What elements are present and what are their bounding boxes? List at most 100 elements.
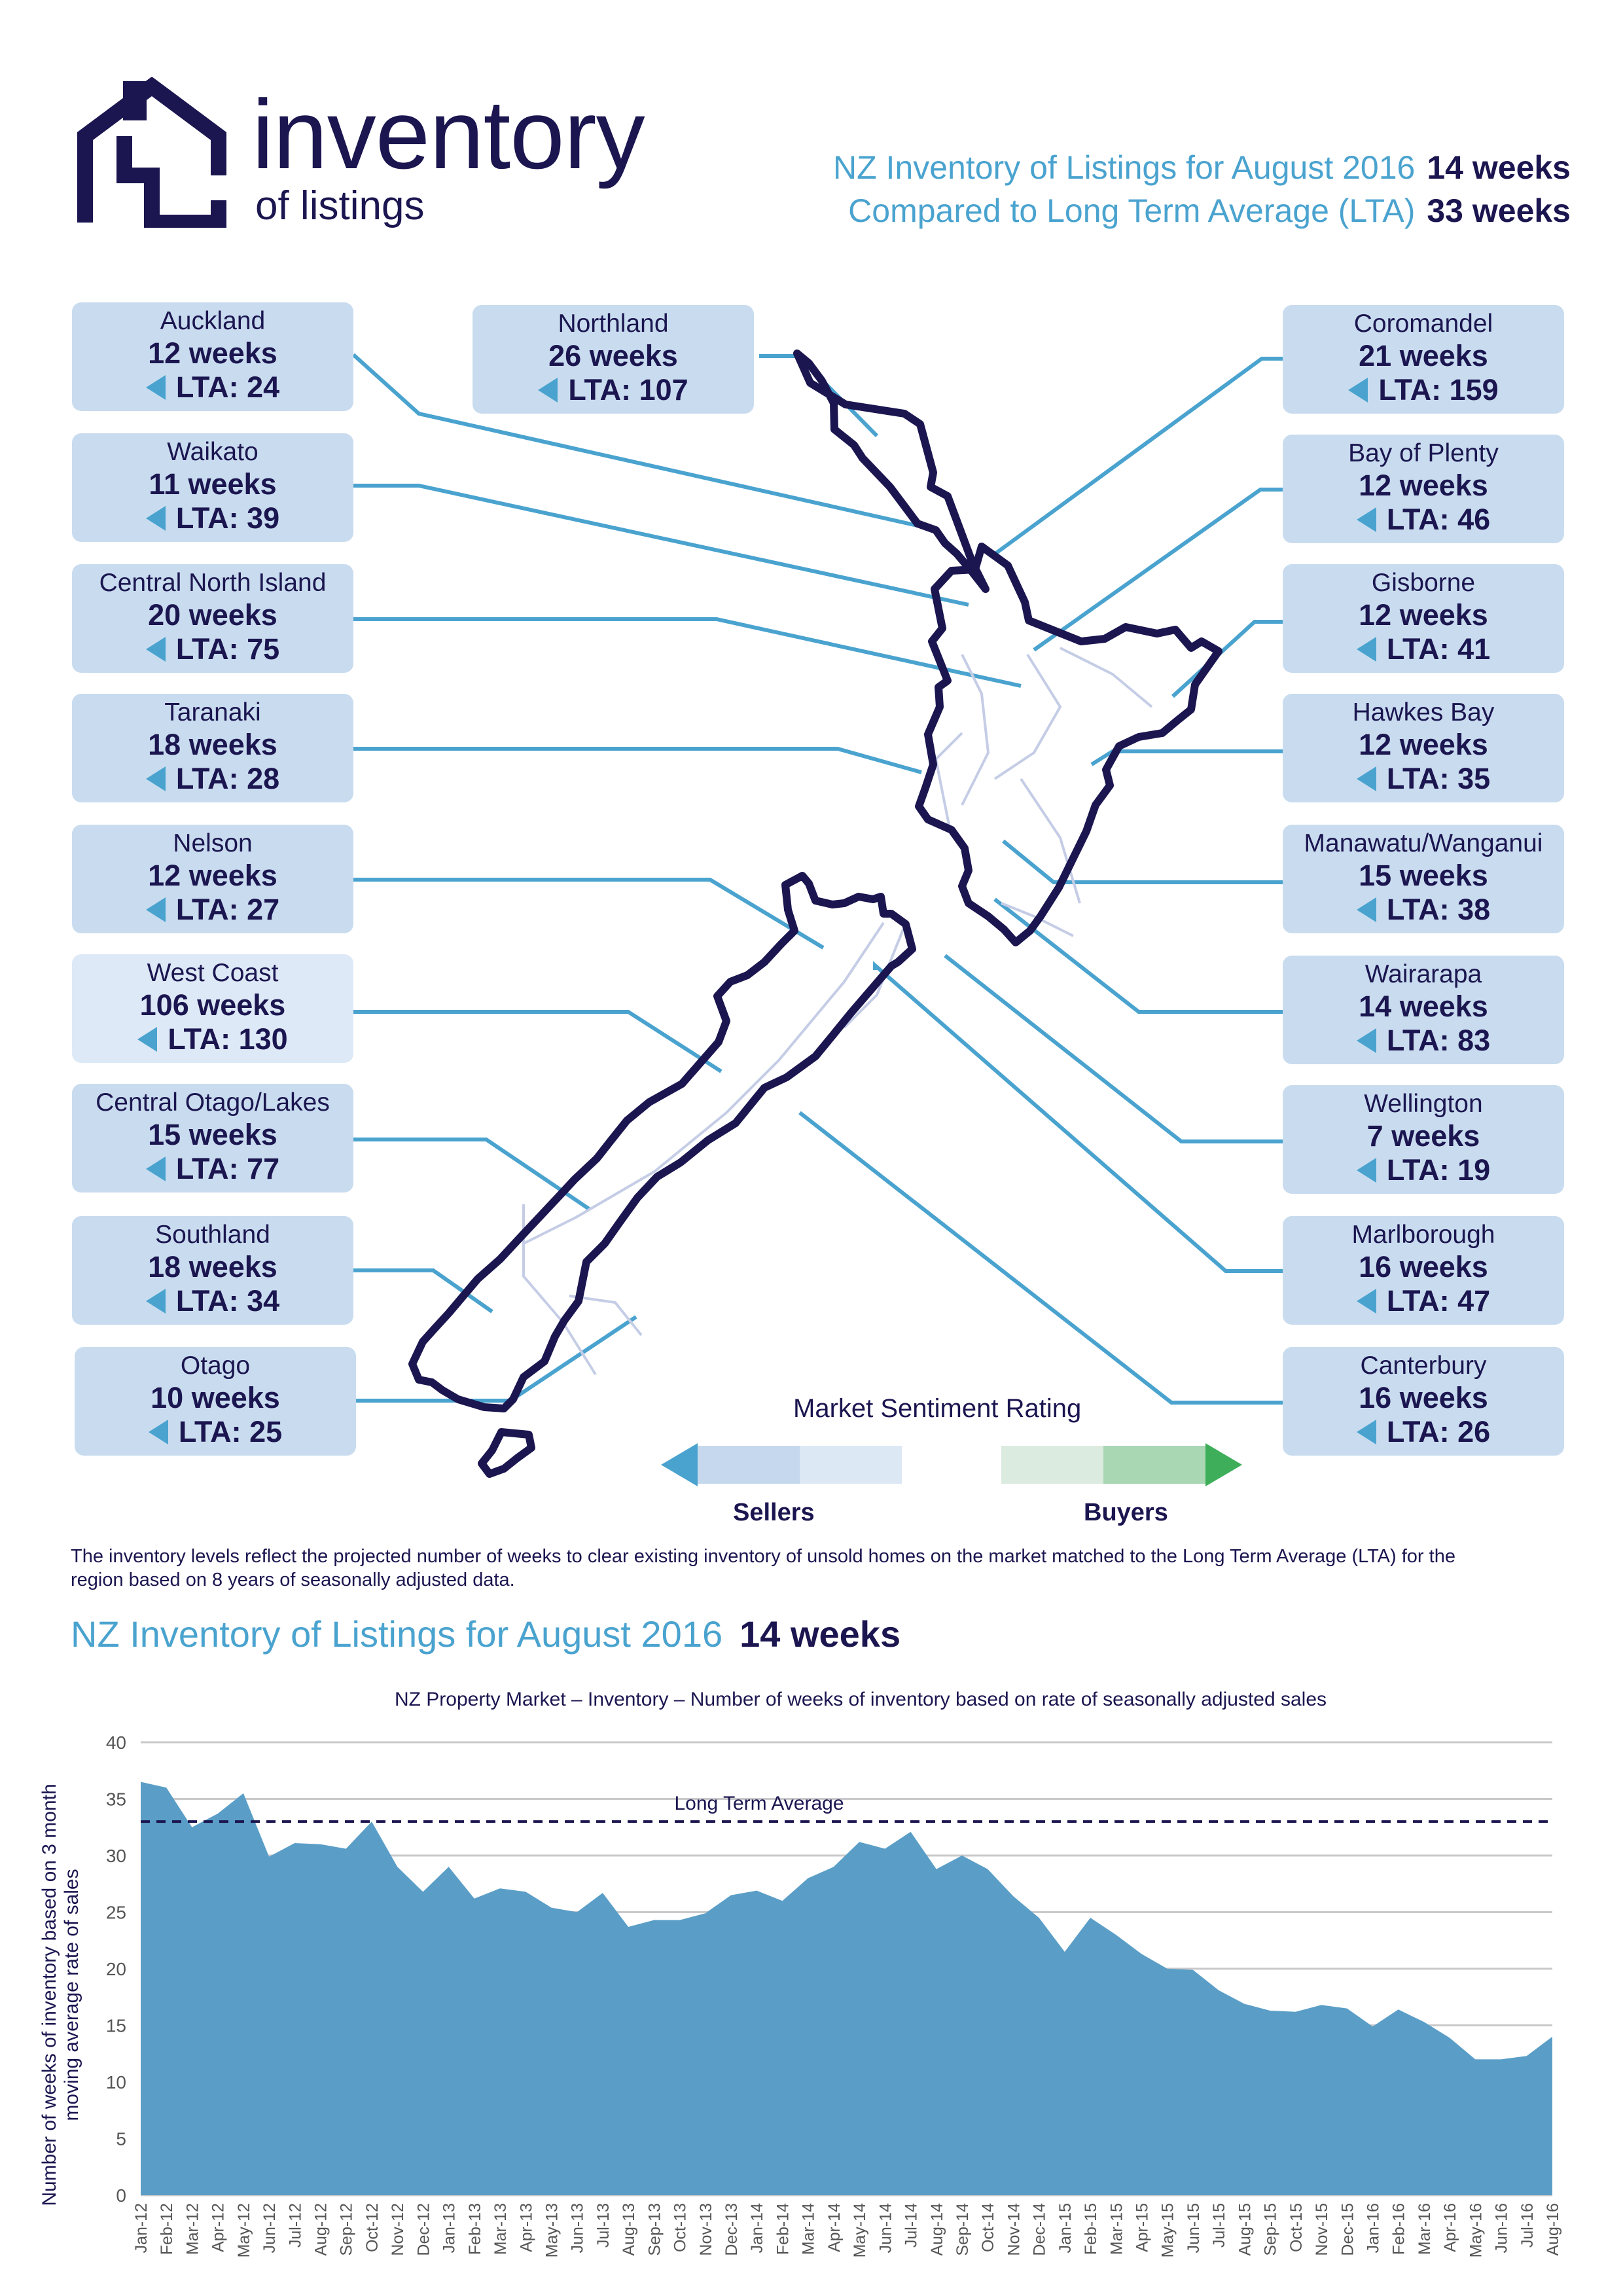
logo-title: inventory (252, 79, 645, 189)
region-weeks: 12 weeks (148, 336, 277, 370)
x-tick-label: Apr-13 (517, 2203, 535, 2252)
region-name: Hawkes Bay (1352, 698, 1495, 726)
chart-heading: NZ Inventory of Listings for August 2016… (71, 1611, 901, 1657)
arrow-left-icon (1356, 1420, 1376, 1444)
region-name: Taranaki (164, 698, 261, 726)
x-tick-label: Sep-14 (954, 2203, 972, 2256)
logo-subtitle: of listings (255, 183, 425, 228)
x-tick-labels: Jan-12 Feb-12 Mar-12 Apr-12 May-12 Jun-12 Jul-… (132, 2203, 1562, 2257)
region-lta: LTA: 35 (1283, 762, 1564, 796)
arrow-left-icon (145, 1289, 166, 1314)
region-weeks: 26 weeks (548, 339, 678, 372)
arrow-left-icon (1356, 1289, 1376, 1314)
region-name: Otago (180, 1352, 251, 1380)
header-summary-row-2: Compared to Long Term Average (LTA) 33 we… (848, 191, 1571, 230)
x-tick-label: Jan-14 (748, 2203, 766, 2253)
leader-manawatu (1002, 839, 1283, 884)
arrow-left-icon (1348, 378, 1368, 403)
region-box-coromandel: Coromandel 21 weeks LTA: 159 (1283, 305, 1564, 414)
region-name: Gisborne (1371, 569, 1476, 597)
region-box-southland: Southland 18 weeks LTA: 34 (72, 1216, 353, 1325)
leader-waikato (353, 484, 969, 607)
x-tick-label: Nov-14 (1005, 2203, 1023, 2256)
region-name: Nelson (173, 829, 253, 857)
region-box-central-otago-lakes: Central Otago/Lakes 15 weeks LTA: 77 (72, 1084, 353, 1193)
x-tick-label: Nov-13 (697, 2203, 715, 2256)
header-label-1: NZ Inventory of Listings for August 2016 (832, 149, 1416, 186)
x-tick-label: Nov-15 (1313, 2203, 1331, 2256)
leader-central-otago (353, 1138, 590, 1211)
sentiment-buyers-strong (1103, 1446, 1205, 1484)
sentiment-scale (661, 1443, 1242, 1486)
leader-nelson (353, 878, 825, 950)
region-name: Wairarapa (1364, 960, 1482, 988)
x-tick-label: Nov-12 (389, 2203, 407, 2256)
x-tick-label: May-15 (1159, 2203, 1177, 2257)
region-weeks: 21 weeks (1359, 339, 1488, 372)
region-lta: LTA: 41 (1283, 632, 1564, 666)
region-weeks: 10 weeks (151, 1381, 280, 1414)
x-tick-label: Jul-16 (1518, 2203, 1537, 2248)
sentiment-sellers-label: Sellers (733, 1499, 815, 1526)
y-tick-label: 35 (106, 1789, 126, 1810)
region-weeks: 15 weeks (1359, 859, 1488, 892)
region-lta: LTA: 75 (72, 632, 353, 666)
sentiment-sellers-mild (800, 1446, 902, 1484)
region-name: Southland (155, 1221, 270, 1249)
region-lta: LTA: 34 (72, 1284, 353, 1318)
leader-central-north-island (353, 617, 1022, 688)
x-tick-label: Aug-13 (620, 2203, 638, 2256)
inventory-area (141, 1782, 1552, 2195)
x-tick-label: May-14 (851, 2203, 869, 2257)
chart-title: NZ Property Market – Inventory – Number … (394, 1689, 1327, 1710)
region-lta: LTA: 130 (72, 1022, 353, 1056)
arrow-left-icon (1356, 766, 1376, 791)
nz-map (351, 350, 1283, 1478)
region-name: Bay of Plenty (1348, 439, 1499, 467)
region-box-wellington: Wellington 7 weeks LTA: 19 (1283, 1085, 1564, 1194)
region-box-auckland: Auckland 12 weeks LTA: 24 (72, 302, 353, 411)
house-icon (77, 77, 226, 228)
leader-hawkes-bay (1090, 749, 1283, 766)
sentiment-sellers-strong (698, 1446, 800, 1484)
region-weeks: 18 weeks (148, 1250, 277, 1283)
chart-heading-value: 14 weeks (740, 1613, 901, 1655)
region-lta: LTA: 46 (1283, 503, 1564, 537)
north-island-outline (793, 350, 1222, 946)
x-tick-label: Aug-15 (1236, 2203, 1254, 2256)
arrow-left-icon (145, 766, 166, 791)
buyers-arrow-icon (1205, 1443, 1242, 1486)
arrow-left-icon (1356, 1028, 1376, 1053)
arrow-left-icon (145, 637, 166, 662)
leader-wairarapa (993, 897, 1283, 1014)
region-borders (522, 647, 1153, 1376)
region-box-bay-of-plenty: Bay of Plenty 12 weeks LTA: 46 (1283, 435, 1564, 543)
region-lta: LTA: 24 (72, 370, 353, 404)
x-tick-label: Aug-12 (312, 2203, 330, 2256)
arrow-left-icon (145, 897, 166, 922)
arrow-left-icon (137, 1027, 158, 1052)
leader-taranaki (353, 747, 922, 774)
region-box-west-coast: West Coast 106 weeks LTA: 130 (72, 954, 353, 1063)
arrow-left-icon (145, 506, 166, 531)
x-tick-label: Feb-13 (466, 2203, 484, 2255)
arrow-left-icon (145, 1157, 166, 1181)
region-lta: LTA: 107 (473, 373, 754, 407)
region-lta: LTA: 27 (72, 893, 353, 927)
x-tick-label: Jun-16 (1493, 2203, 1511, 2253)
region-name: Wellington (1364, 1090, 1483, 1118)
x-tick-label: Dec-14 (1031, 2203, 1049, 2256)
arrow-left-icon (1356, 897, 1376, 922)
x-tick-label: Mar-13 (491, 2203, 510, 2255)
region-name: Waikato (167, 438, 259, 466)
south-island-outline (408, 872, 916, 1412)
region-weeks: 18 weeks (148, 728, 277, 761)
region-weeks: 12 weeks (148, 859, 277, 892)
x-tick-label: May-13 (543, 2203, 561, 2257)
y-axis-label-line: Number of weeks of inventory based on 3 … (39, 1784, 60, 2206)
region-box-nelson: Nelson 12 weeks LTA: 27 (72, 825, 353, 933)
leader-auckland (351, 353, 938, 532)
x-tick-label: Jun-12 (260, 2203, 279, 2253)
header-value-1: 14 weeks (1427, 149, 1571, 186)
region-name: Northland (558, 310, 669, 338)
